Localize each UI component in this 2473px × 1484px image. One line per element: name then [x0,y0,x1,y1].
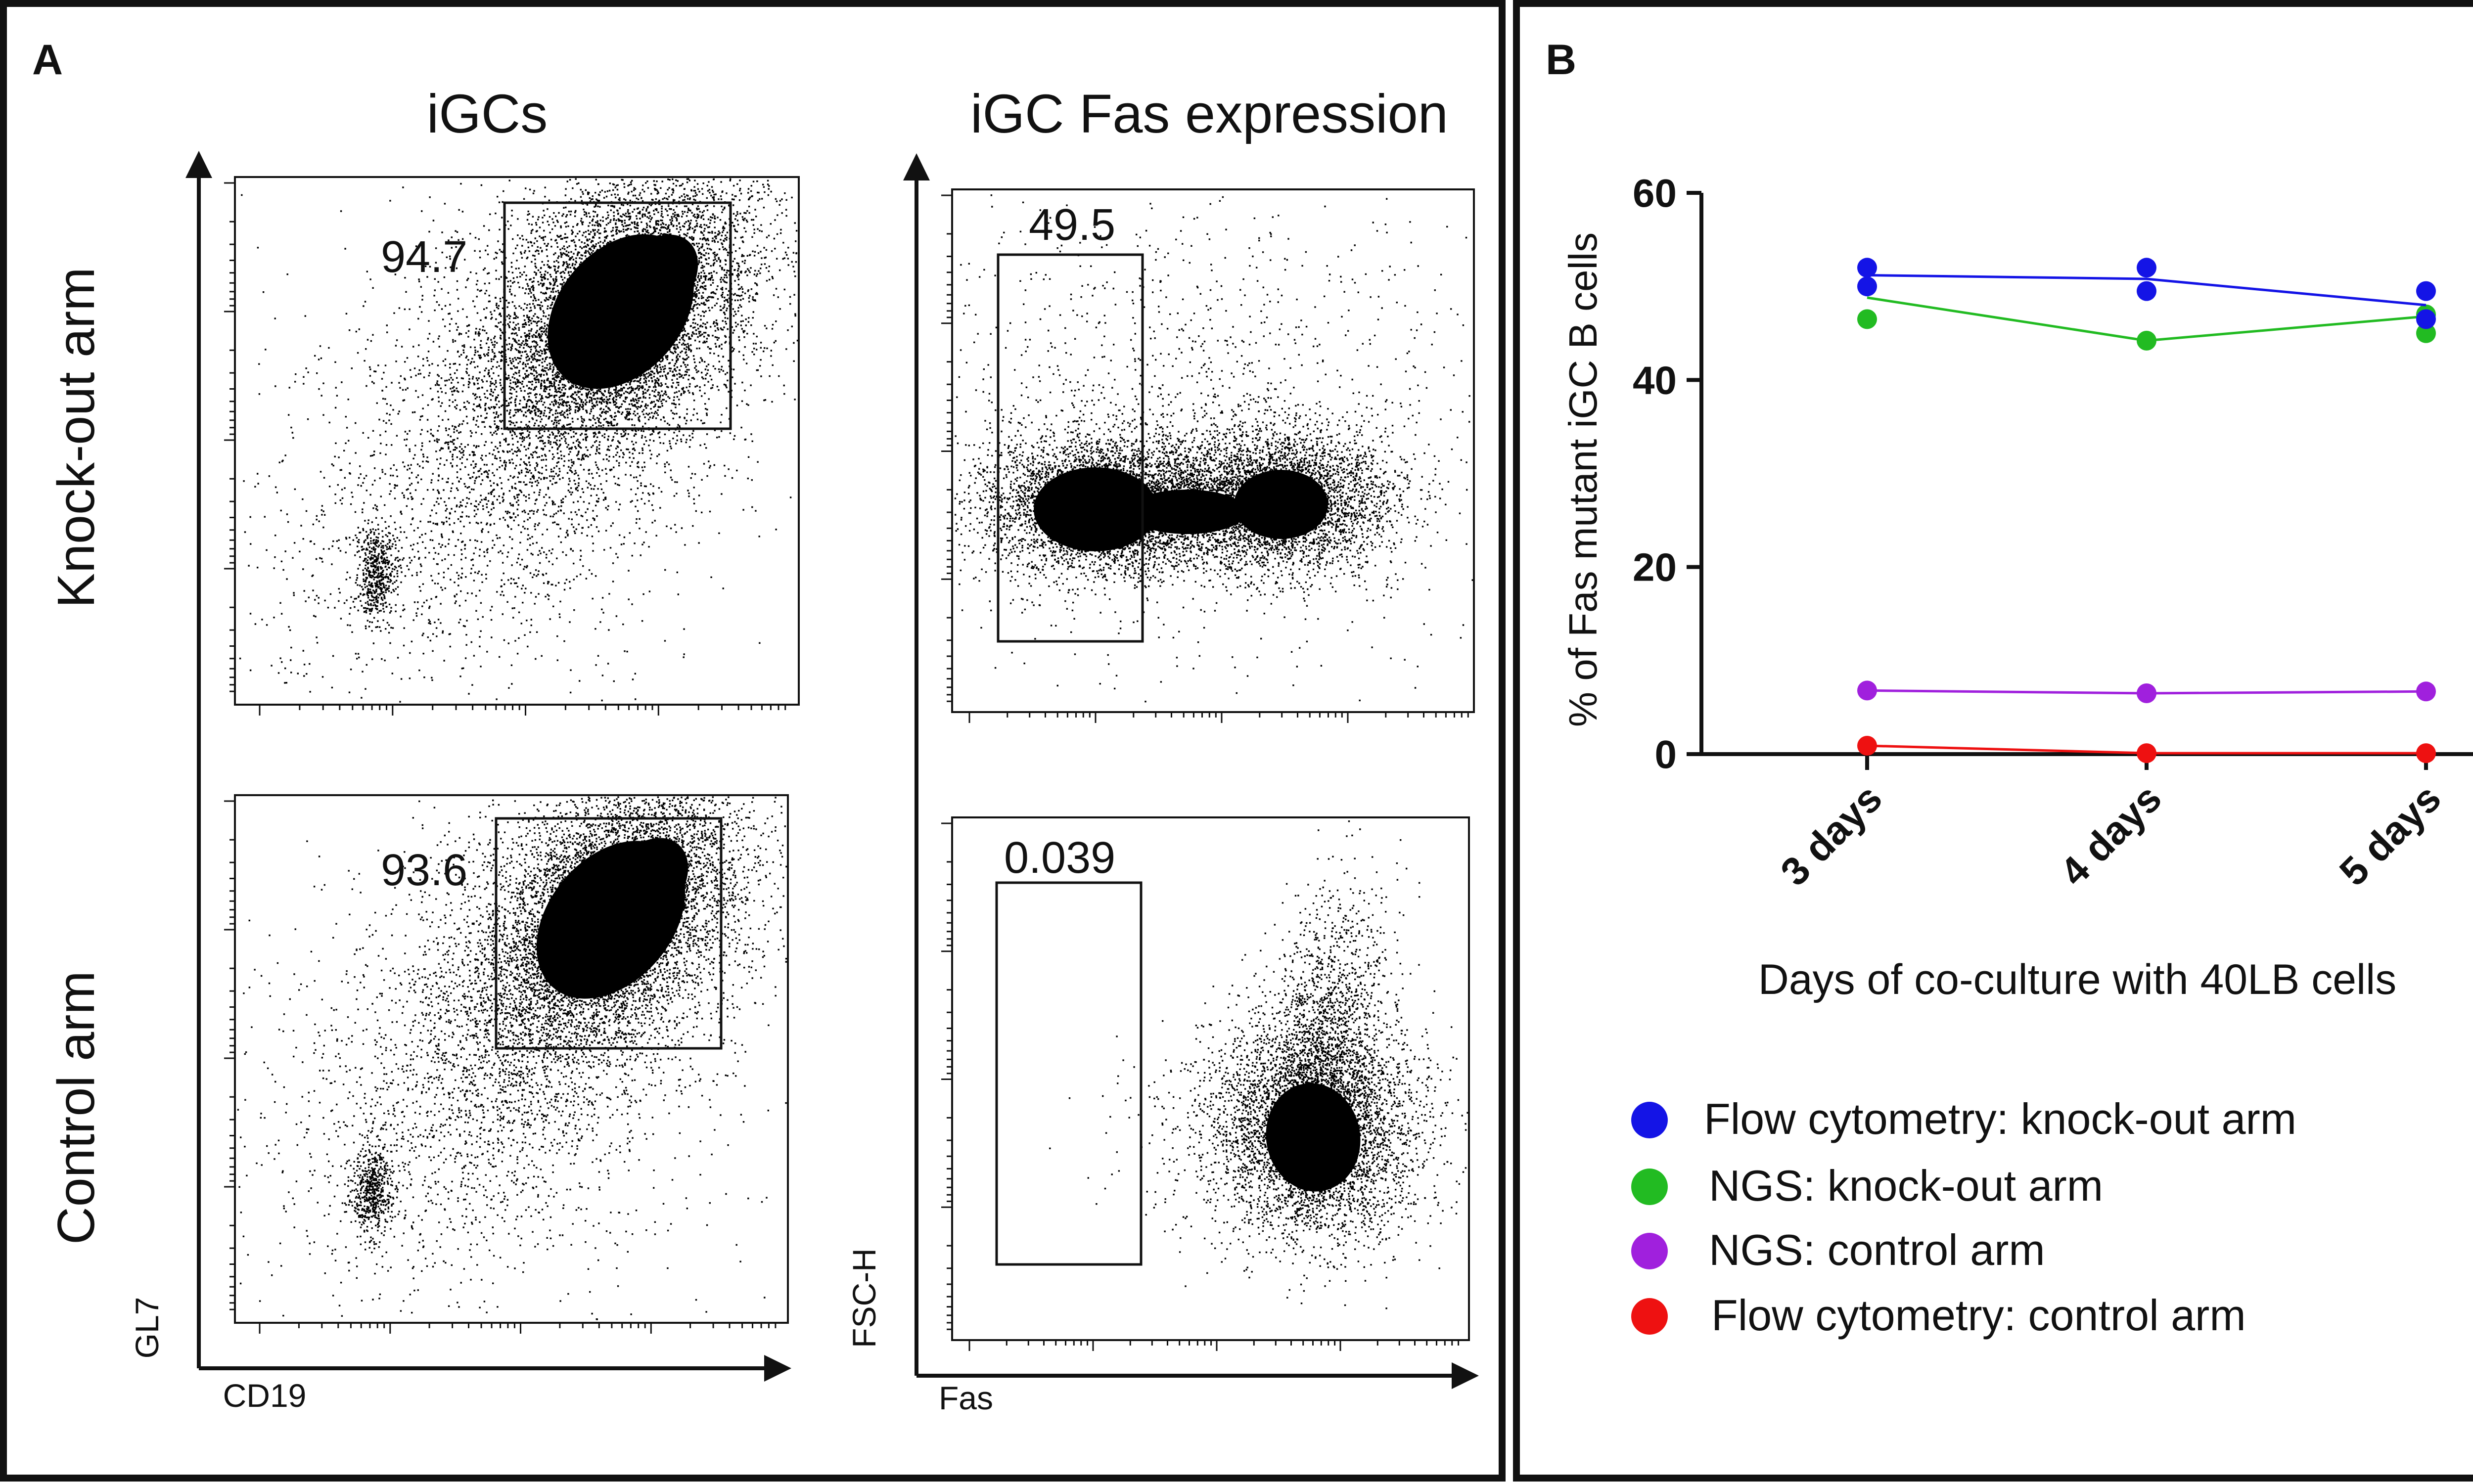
scatter-dots-ko-igc [239,178,799,703]
scatter-events [237,796,787,1320]
y-tick-label: 0 [1655,732,1677,776]
panel-a-letter: A [32,36,63,84]
x-tick-label: 4 days [2052,776,2170,894]
left-y-axis-arrow [185,151,212,178]
data-point [1857,680,1877,701]
data-point [1857,276,1877,297]
tick-marks [968,1340,1460,1351]
gate-value-ko-igc: 94.7 [381,232,467,282]
scatter-dots-ko-fas [954,194,1473,703]
gate-ko-fas [997,253,1144,643]
data-point [2137,683,2156,703]
gate-ko-igc [503,201,732,430]
data-point [2137,258,2156,278]
data-point [2416,323,2436,343]
tick-marks [224,182,235,692]
scatter-events [1049,820,1468,1309]
legend-label: NGS: control arm [1709,1225,2045,1274]
gate-value-ko-fas: 49.5 [1029,200,1115,250]
data-point [2416,309,2436,329]
x-tick-label: 3 days [1772,776,1890,894]
scatter-dots-ctrl-fas [1049,820,1468,1309]
tick-marks [941,194,952,702]
legend-label: NGS: knock-out arm [1709,1161,2103,1210]
y-tick-label: 40 [1633,358,1677,402]
panel-a-frame [0,0,1506,1482]
gate-value-ctrl-igc: 93.6 [381,846,467,895]
data-point [2416,743,2436,764]
legend-label: Flow cytometry: control arm [1711,1291,2246,1340]
tick-marks [941,822,952,1330]
y-tick-label: 60 [1633,171,1677,215]
tick-marks [968,712,1469,723]
legend-marker [1631,1169,1668,1205]
data-point [2137,281,2156,301]
data-point [1857,309,1877,329]
right-y-axis-label: FSC-H [846,1248,882,1348]
left-x-axis-label: CD19 [223,1377,307,1414]
x-tick-label: 5 days [2331,776,2449,894]
col-title-igcs: iGCs [427,84,548,144]
data-point [1857,736,1877,756]
row-label-control: Control arm [47,971,105,1245]
chart-x-axis-label: Days of co-culture with 40LB cells [1758,956,2397,1003]
panel-b-frame [1513,0,2473,1482]
plot-ctrl-fas-frame [951,816,1470,1341]
legend-label: Flow cytometry: knock-out arm [1704,1094,2296,1143]
data-point [2416,681,2436,702]
data-point [1857,258,1877,278]
chart-legend: Flow cytometry: knock-out arm NGS: knock-… [1631,1094,2296,1340]
tick-marks [259,705,786,716]
data-point [2137,330,2156,351]
chart-y-axis-label: % of Fas mutant iGC B cells [1561,232,1605,727]
right-x-axis-arrow [1452,1362,1479,1389]
legend-marker [1631,1298,1668,1335]
plot-ko-fas-frame [951,188,1475,713]
line-chart: 0 20 40 60 3 days 4 days 5 days [1633,171,2473,894]
y-tick-label: 20 [1633,545,1677,589]
row-label-knockout: Knock-out arm [47,267,105,608]
left-y-axis-label: GL7 [129,1297,165,1359]
scatter-events [239,178,799,703]
scatter-dots-ctrl-igc [237,796,787,1320]
left-x-axis-arrow [764,1355,791,1382]
right-y-axis-arrow [903,153,930,180]
gate-value-ctrl-fas: 0.039 [1004,833,1115,883]
series-line [1867,274,2427,307]
tick-marks [259,1323,777,1334]
gate-ctrl-fas [995,881,1143,1266]
legend-marker [1631,1233,1668,1269]
right-x-axis-label: Fas [939,1380,993,1416]
panel-b-letter: B [1546,36,1576,84]
gate-ctrl-igc [495,817,723,1050]
data-point [2137,743,2156,764]
col-title-fas: iGC Fas expression [970,84,1448,144]
plot-ctrl-igc-frame [234,794,789,1324]
data-point [2416,281,2436,301]
tick-marks [224,800,235,1310]
flow-axis-ticks [224,182,1469,1351]
legend-marker [1631,1102,1668,1138]
scatter-events [954,194,1473,703]
